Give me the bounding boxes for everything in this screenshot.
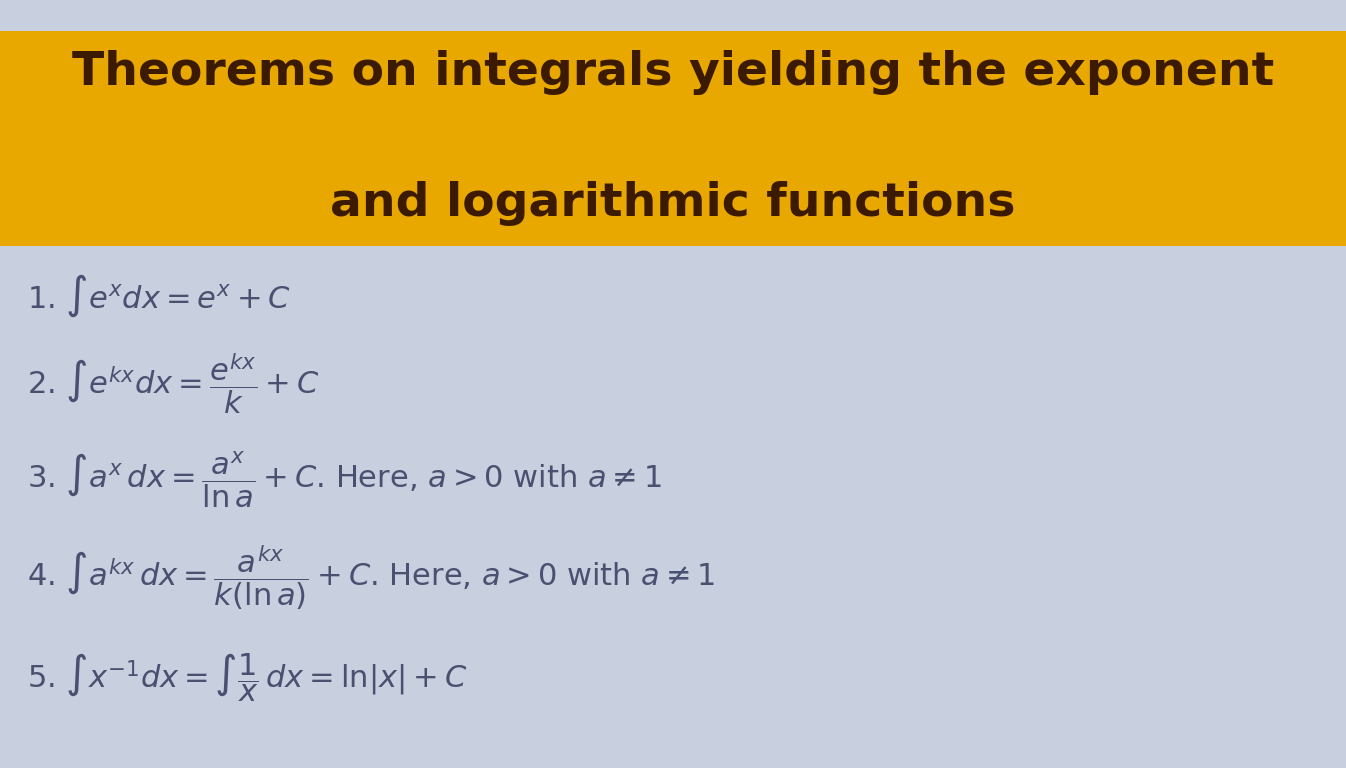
Text: 2. $\int e^{kx} dx = \dfrac{e^{kx}}{k} + C$: 2. $\int e^{kx} dx = \dfrac{e^{kx}}{k} +… <box>27 352 319 416</box>
Text: 1. $\int e^x dx = e^x + C$: 1. $\int e^x dx = e^x + C$ <box>27 273 291 319</box>
Text: 3. $\int a^x\, dx = \dfrac{a^x}{\ln a} + C$. Here, $a >0$ with $a \neq 1$: 3. $\int a^x\, dx = \dfrac{a^x}{\ln a} +… <box>27 450 662 510</box>
Text: 4. $\int a^{kx}\, dx = \dfrac{a^{kx}}{k(\ln a)} + C$. Here, $a > 0$ with $a \neq: 4. $\int a^{kx}\, dx = \dfrac{a^{kx}}{k(… <box>27 543 716 612</box>
Text: 5. $\int x^{-1} dx = \int \dfrac{1}{x}\, dx = \ln|x| + C$: 5. $\int x^{-1} dx = \int \dfrac{1}{x}\,… <box>27 651 467 703</box>
Text: and logarithmic functions: and logarithmic functions <box>330 181 1016 226</box>
Text: Theorems on integrals yielding the exponent: Theorems on integrals yielding the expon… <box>71 51 1275 95</box>
Bar <box>0 31 1346 246</box>
